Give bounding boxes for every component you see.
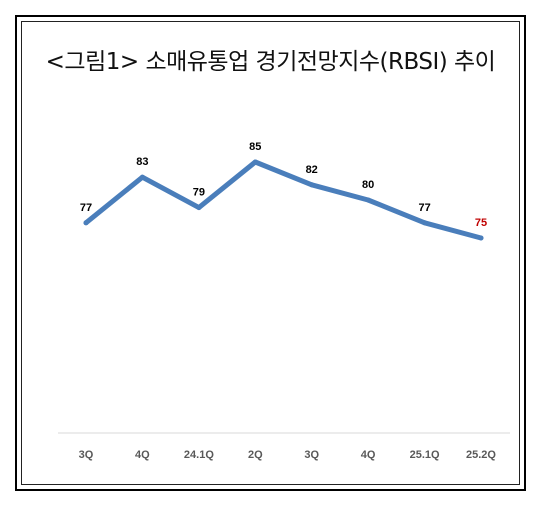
chart-title: <그림1> 소매유통업 경기전망지수(RBSI) 추이 (45, 49, 496, 75)
data-point (478, 235, 484, 241)
x-tick-layer: 3Q 4Q 24.1Q 2Q 3Q 4Q 25.1Q 25.2Q (79, 449, 497, 461)
data-point (422, 220, 428, 226)
data-label: 80 (362, 179, 374, 191)
data-point (365, 197, 371, 203)
x-tick-label: 2Q (248, 449, 263, 461)
chart-inner-frame (21, 21, 520, 485)
x-tick-label: 25.2Q (466, 449, 496, 461)
data-point (252, 159, 258, 165)
x-tick-label: 3Q (79, 449, 94, 461)
x-tick-label: 4Q (361, 449, 376, 461)
data-label: 83 (136, 156, 148, 168)
data-point (83, 220, 89, 226)
data-label: 77 (418, 202, 430, 214)
data-point (309, 182, 315, 188)
data-label-layer: 77 83 79 85 82 80 77 75 (80, 141, 487, 229)
x-tick-label: 25.1Q (410, 449, 440, 461)
data-point (139, 174, 145, 180)
data-label: 85 (249, 141, 261, 153)
x-tick-label: 24.1Q (184, 449, 214, 461)
data-point (196, 205, 202, 211)
data-label: 82 (306, 164, 318, 176)
x-tick-label: 4Q (135, 449, 150, 461)
x-tick-label: 3Q (304, 449, 319, 461)
series-line (83, 159, 484, 241)
data-label: 79 (193, 187, 205, 199)
series-layer (83, 159, 484, 241)
data-label: 75 (475, 217, 487, 229)
data-label: 77 (80, 202, 92, 214)
